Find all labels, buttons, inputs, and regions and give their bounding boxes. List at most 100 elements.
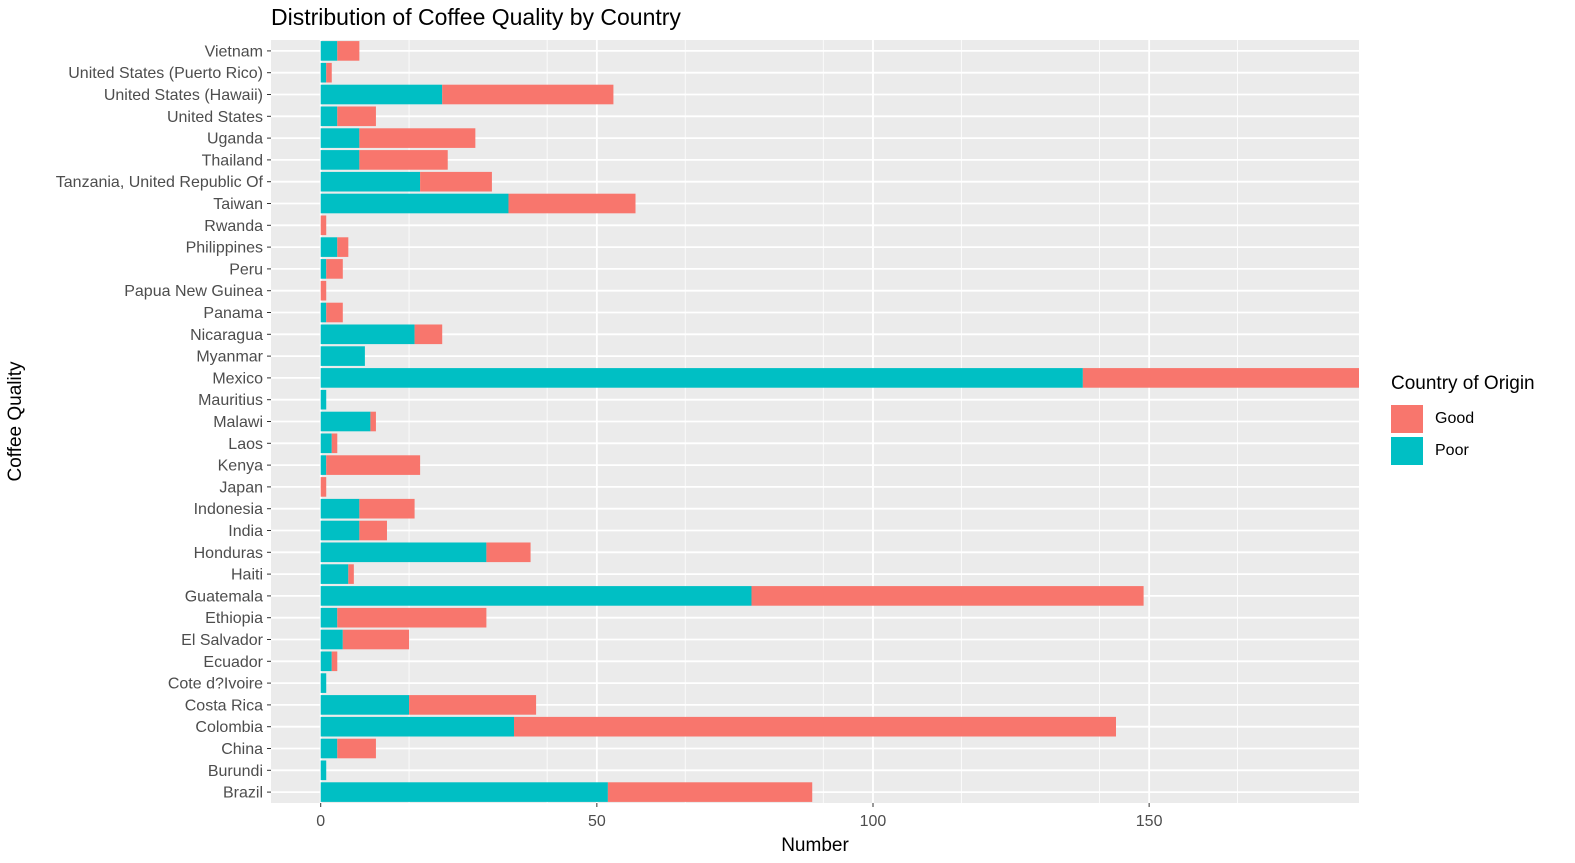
bar-poor-cote-d-ivoire (320, 673, 327, 693)
bar-poor-uganda (320, 128, 360, 148)
y-tick-label: Thailand (202, 152, 263, 169)
legend-key-good (1391, 405, 1423, 433)
y-tick-label: Colombia (195, 719, 263, 736)
y-tick-label: Brazil (223, 785, 263, 802)
bar-good-malawi (370, 411, 376, 432)
bar-good-india (359, 520, 387, 541)
legend-label-good: Good (1435, 410, 1475, 427)
bar-poor-china (320, 738, 338, 759)
legend-title: Country of Origin (1391, 373, 1535, 394)
bar-good-japan (320, 477, 327, 497)
y-tick-label: United States (Puerto Rico) (68, 65, 263, 82)
bar-poor-united-states (320, 106, 338, 127)
bar-poor-malawi (320, 411, 371, 432)
bar-poor-el-salvador (320, 629, 343, 650)
y-tick-label: Taiwan (213, 196, 263, 213)
bar-good-united-states (337, 106, 376, 127)
y-tick-label: Panama (203, 305, 263, 322)
bar-poor-laos (320, 433, 332, 454)
y-tick-label: Malawi (213, 414, 263, 431)
bar-poor-indonesia (320, 498, 360, 519)
bar-poor-vietnam (320, 41, 338, 61)
bar-poor-india (320, 520, 360, 541)
bar-good-philippines (337, 237, 349, 257)
y-tick-label: Tanzania, United Republic Of (56, 174, 264, 191)
y-tick-label: United States (Hawaii) (104, 87, 263, 104)
bar-good-haiti (348, 564, 354, 584)
y-tick-label: Myanmar (196, 349, 263, 366)
bar-poor-tanzania-united-republic-of (320, 171, 421, 192)
bar-good-rwanda (320, 215, 327, 236)
bar-poor-mauritius (320, 389, 327, 410)
y-tick-label: China (221, 741, 263, 758)
bar-poor-haiti (320, 564, 349, 584)
bar-poor-colombia (320, 716, 515, 737)
y-tick-label: Uganda (207, 131, 263, 148)
bar-poor-brazil (320, 782, 608, 802)
bar-poor-panama (320, 302, 327, 323)
bar-good-ethiopia (337, 607, 487, 628)
y-tick-label: Mexico (212, 370, 263, 387)
y-tick-label: Indonesia (194, 501, 263, 518)
bar-poor-guatemala (320, 586, 752, 606)
y-tick-label: Ethiopia (205, 610, 263, 627)
bar-good-peru (326, 259, 343, 279)
y-tick-label: Burundi (208, 763, 263, 780)
bar-poor-united-states-hawaii (320, 84, 443, 105)
bar-good-honduras (486, 542, 531, 563)
bar-poor-kenya (320, 455, 327, 475)
y-axis-title: Coffee Quality (5, 361, 26, 482)
y-tick-label: Honduras (194, 545, 263, 562)
x-tick-label: 100 (860, 813, 887, 830)
y-tick-label: Papua New Guinea (124, 283, 263, 300)
y-tick-label: El Salvador (181, 632, 263, 649)
bar-good-laos (331, 433, 338, 454)
y-tick-label: Vietnam (205, 43, 263, 60)
y-tick-label: Ecuador (203, 654, 263, 671)
bar-good-colombia (514, 716, 1116, 737)
bar-poor-ethiopia (320, 607, 338, 628)
bar-poor-united-states-puerto-rico (320, 62, 327, 83)
y-tick-label: Japan (219, 479, 263, 496)
y-tick-label: Guatemala (185, 588, 263, 605)
y-tick-label: Mauritius (198, 392, 263, 409)
bar-poor-thailand (320, 150, 360, 170)
x-axis-title: Number (781, 835, 849, 856)
y-tick-label: India (228, 523, 263, 540)
bar-good-united-states-puerto-rico (326, 62, 332, 83)
y-tick-label: Cote d?Ivoire (168, 676, 263, 693)
bar-good-tanzania-united-republic-of (420, 171, 492, 192)
bar-poor-taiwan (320, 193, 509, 214)
y-tick-label: Costa Rica (185, 697, 263, 714)
bar-good-taiwan (508, 193, 636, 214)
y-tick-label: Haiti (231, 567, 263, 584)
x-tick-label: 50 (588, 813, 606, 830)
legend-label-poor: Poor (1435, 442, 1469, 459)
bar-poor-philippines (320, 237, 338, 257)
bar-poor-burundi (320, 760, 327, 781)
bar-good-costa-rica (409, 695, 537, 715)
y-tick-label: Kenya (218, 458, 263, 475)
bar-good-brazil (607, 782, 813, 802)
bar-good-kenya (326, 455, 421, 475)
bar-good-china (337, 738, 376, 759)
bar-good-guatemala (751, 586, 1144, 606)
bar-good-thailand (359, 150, 448, 170)
legend-item-poor: Poor (1391, 435, 1535, 467)
bar-good-uganda (359, 128, 476, 148)
legend: Country of Origin Good Poor (1391, 373, 1535, 467)
x-tick-label: 0 (316, 813, 325, 830)
bar-good-vietnam (337, 41, 360, 61)
bar-poor-mexico (320, 368, 1083, 388)
legend-key-poor (1391, 437, 1423, 465)
bar-good-panama (326, 302, 343, 323)
bar-poor-honduras (320, 542, 487, 563)
x-tick-label: 150 (1136, 813, 1163, 830)
y-tick-label: Nicaragua (190, 327, 263, 344)
y-tick-label: United States (167, 109, 263, 126)
legend-item-good: Good (1391, 403, 1535, 435)
bar-poor-peru (320, 259, 327, 279)
y-tick-label: Laos (228, 436, 263, 453)
bar-good-ecuador (331, 651, 338, 672)
